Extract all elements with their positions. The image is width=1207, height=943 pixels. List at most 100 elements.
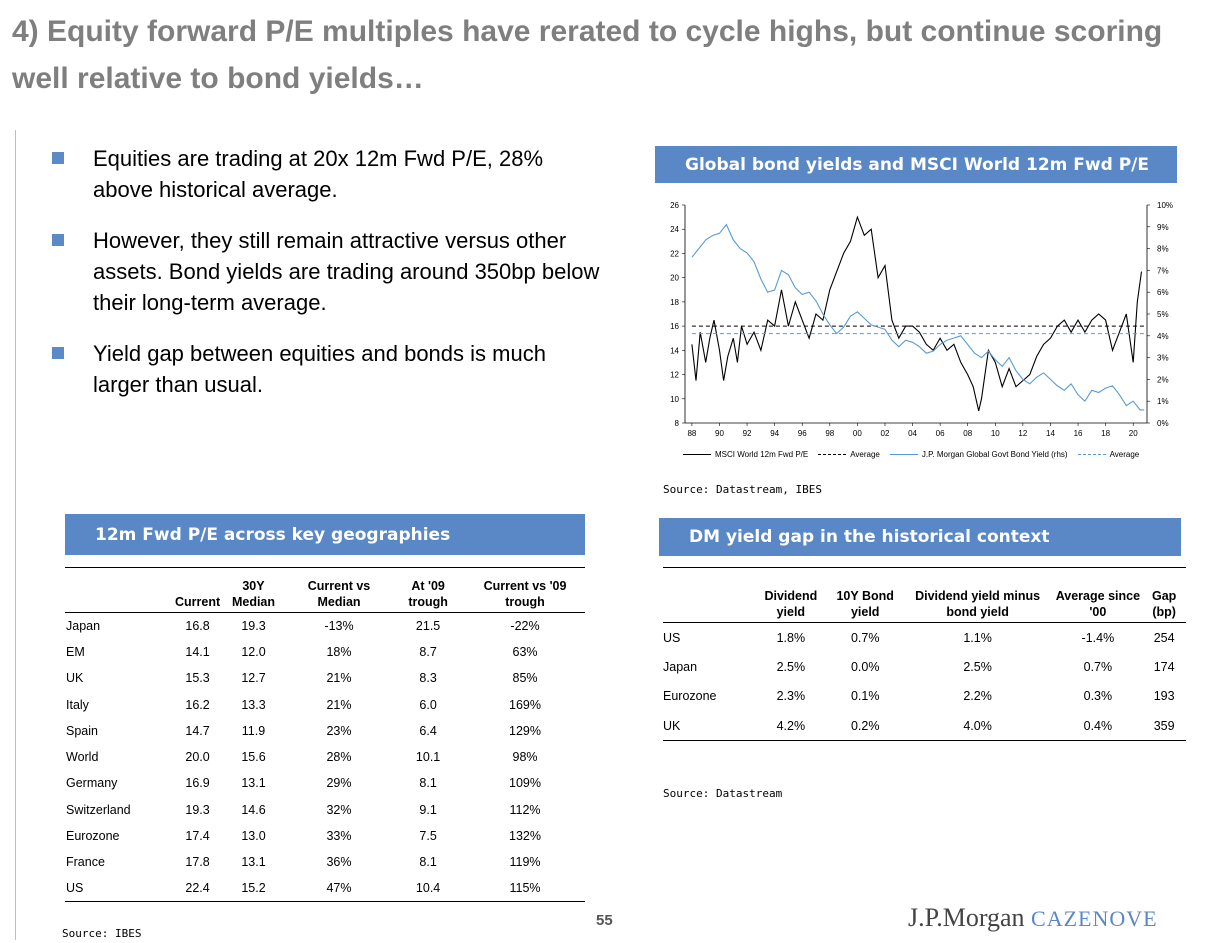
- table-row: World 20.0 15.6 28% 10.1 98%: [65, 744, 585, 770]
- table-cell: 17.4: [185, 829, 210, 844]
- table-cell: 6.4: [419, 723, 437, 738]
- legend-swatch: [1077, 454, 1106, 455]
- column-header: Current: [175, 567, 221, 613]
- table-cell: 132%: [509, 829, 541, 844]
- column-header: [663, 567, 753, 623]
- y-right-tick-label: 8%: [1157, 245, 1169, 254]
- table-cell: 1.8%: [776, 630, 806, 645]
- bond-yield-series-line: [691, 223, 1145, 411]
- table-cell: 359: [1142, 711, 1186, 741]
- table-cell: 15.2: [220, 875, 287, 903]
- table-cell: Germany: [66, 776, 118, 791]
- table-cell: Japan: [66, 618, 101, 633]
- bullet-item: However, they still remain attractive ve…: [48, 225, 608, 318]
- column-header: Dividend yield minus bond yield: [901, 567, 1054, 623]
- y-right-tick-label: 0%: [1157, 419, 1169, 428]
- table-row: EM 14.1 12.0 18% 8.7 63%: [65, 639, 585, 665]
- chart-source: Source: Datastream, IBES: [663, 483, 822, 496]
- table-row: UK 4.2% 0.2% 4.0% 0.4% 359: [663, 711, 1186, 741]
- x-tick-label: 10: [991, 429, 1000, 438]
- table-cell: 109%: [509, 776, 541, 791]
- table1-source: Source: IBES: [62, 927, 142, 940]
- y-right-tick-label: 6%: [1157, 288, 1169, 297]
- table-header-row: Dividend yield 10Y Bond yield Dividend yie…: [663, 567, 1186, 623]
- table-cell: 119%: [509, 855, 541, 870]
- table-cell: 19.3: [241, 618, 266, 633]
- y-right-tick-label: 4%: [1157, 332, 1169, 341]
- table-cell: 0.0%: [850, 659, 880, 674]
- table2-header: DM yield gap in the historical context: [659, 518, 1181, 556]
- y-left-tick-label: 20: [670, 274, 679, 283]
- y-right-tick-label: 3%: [1157, 354, 1169, 363]
- column-header: Current vs Median: [286, 567, 392, 613]
- table-cell: -1.4%: [1081, 630, 1115, 645]
- y-left-tick-label: 14: [670, 346, 679, 355]
- x-tick-label: 20: [1129, 429, 1138, 438]
- table-cell: 13.1: [241, 776, 266, 791]
- x-tick-label: 98: [825, 429, 834, 438]
- column-header: Gap (bp): [1142, 567, 1186, 623]
- table-cell: -22%: [510, 618, 540, 633]
- table-cell: 11.9: [241, 723, 266, 738]
- legend-label: Average: [850, 450, 880, 459]
- y-right-tick-label: 10%: [1157, 201, 1173, 210]
- table-cell: 12.7: [241, 671, 266, 686]
- bullet-text: Yield gap between equities and bonds is …: [93, 341, 546, 397]
- table-cell: Eurozone: [66, 829, 120, 844]
- table-cell: 10.1: [415, 750, 441, 765]
- legend-swatch: [683, 454, 711, 455]
- table2-source: Source: Datastream: [663, 787, 783, 800]
- table-cell: 12.0: [241, 644, 266, 659]
- legend-item: J.P. Morgan Global Govt Bond Yield (rhs): [889, 450, 1068, 459]
- table-cell: 85%: [512, 671, 538, 686]
- table-cell: Spain: [66, 723, 98, 738]
- y-right-tick-label: 2%: [1157, 375, 1169, 384]
- y-left-tick-label: 10: [670, 395, 679, 404]
- table-cell: 17.8: [185, 855, 210, 870]
- table-row: Germany 16.9 13.1 29% 8.1 109%: [65, 770, 585, 796]
- table-cell: 47%: [286, 875, 392, 903]
- y-right-tick-label: 7%: [1157, 266, 1169, 275]
- x-tick-label: 94: [770, 429, 779, 438]
- bullet-text: Equities are trading at 20x 12m Fwd P/E,…: [93, 146, 544, 202]
- bullet-item: Yield gap between equities and bonds is …: [48, 338, 608, 400]
- table-cell: 0.3%: [1083, 689, 1113, 704]
- legend-swatch: [889, 454, 918, 455]
- column-header: Average since '00: [1053, 567, 1143, 623]
- table-cell: 13.0: [241, 829, 266, 844]
- x-tick-label: 16: [1074, 429, 1083, 438]
- bullet-square-icon: [52, 347, 64, 359]
- table-cell: 115%: [465, 875, 585, 903]
- table-cell: 0.1%: [850, 689, 880, 704]
- x-tick-label: 12: [1018, 429, 1027, 438]
- table-cell: 0.7%: [1083, 659, 1113, 674]
- table-cell: 16.2: [185, 697, 210, 712]
- table-cell: 21.5: [415, 618, 441, 633]
- table-cell: 16.8: [185, 618, 210, 633]
- table-cell: 8.7: [419, 644, 437, 659]
- table-cell: 7.5: [419, 829, 437, 844]
- table-cell: 0.7%: [850, 630, 880, 645]
- chart-legend: MSCI World 12m Fwd P/E Average J.P. Morg…: [683, 450, 1139, 459]
- table-cell: France: [66, 855, 105, 870]
- bond-yield-pe-chart: 8 10 12 14 16 18 20 22 24 26 0% 1% 2% 3% 4% 5% 6% 7% 8% 9% 1…: [670, 201, 1173, 438]
- table-row: France 17.8 13.1 36% 8.1 119%: [65, 849, 585, 875]
- y-left-tick-label: 12: [670, 371, 679, 380]
- table-cell: 15.6: [241, 750, 266, 765]
- column-header: 10Y Bond yield: [828, 567, 902, 623]
- table-row: Eurozone 17.4 13.0 33% 7.5 132%: [65, 823, 585, 849]
- table-cell: 36%: [326, 855, 352, 870]
- table-cell: 98%: [512, 750, 538, 765]
- table-cell: US: [663, 630, 681, 645]
- column-header: Dividend yield: [753, 567, 829, 623]
- table-cell: Switzerland: [66, 802, 131, 817]
- page-title: 4) Equity forward P/E multiples have rer…: [12, 15, 1163, 95]
- x-tick-label: 18: [1101, 429, 1110, 438]
- pe-geography-table: Current 30Y Median Current vs Median At '09…: [65, 567, 585, 903]
- table-cell: 2.5%: [963, 659, 992, 674]
- x-tick-label: 02: [881, 429, 890, 438]
- table-cell: 4.2%: [753, 711, 829, 741]
- table-cell: 2.5%: [776, 659, 806, 674]
- pe-series-line: [691, 215, 1143, 412]
- table-cell: 21%: [326, 697, 352, 712]
